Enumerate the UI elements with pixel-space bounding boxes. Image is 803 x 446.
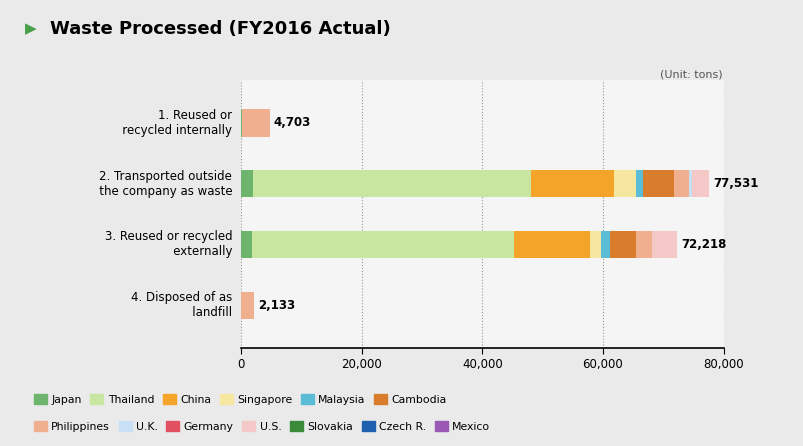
Bar [634, 231, 652, 258]
Bar [241, 170, 252, 197]
Bar [600, 231, 609, 258]
Text: 77,531: 77,531 [712, 177, 757, 190]
Bar [642, 170, 673, 197]
Text: 4,703: 4,703 [274, 116, 311, 129]
Bar [241, 292, 254, 319]
Bar [243, 109, 269, 136]
Bar [634, 170, 642, 197]
Bar [252, 170, 531, 197]
Text: (Unit: tons): (Unit: tons) [659, 69, 721, 79]
Bar [609, 231, 634, 258]
Bar [613, 170, 634, 197]
Bar [691, 170, 707, 197]
Bar [252, 231, 514, 258]
Bar [688, 170, 691, 197]
Text: ▶: ▶ [25, 21, 36, 37]
Text: 72,218: 72,218 [680, 238, 725, 251]
Bar [589, 231, 600, 258]
Bar [241, 109, 243, 136]
Text: 2. Transported outside
   the company as waste: 2. Transported outside the company as wa… [88, 169, 232, 198]
Text: 1. Reused or
   recycled internally: 1. Reused or recycled internally [111, 109, 232, 137]
Bar [652, 231, 676, 258]
Text: 2,133: 2,133 [258, 299, 295, 312]
Text: 4. Disposed of as
   landfill: 4. Disposed of as landfill [131, 291, 232, 319]
Bar [531, 170, 613, 197]
Bar [514, 231, 589, 258]
Bar [673, 170, 688, 197]
Legend: Japan, Thailand, China, Singapore, Malaysia, Cambodia: Japan, Thailand, China, Singapore, Malay… [30, 390, 450, 409]
Text: Waste Processed (FY2016 Actual): Waste Processed (FY2016 Actual) [50, 20, 390, 38]
Legend: Philippines, U.K., Germany, U.S., Slovakia, Czech R., Mexico: Philippines, U.K., Germany, U.S., Slovak… [30, 417, 494, 436]
Text: 3. Reused or recycled
   externally: 3. Reused or recycled externally [104, 231, 232, 259]
Bar [241, 231, 252, 258]
